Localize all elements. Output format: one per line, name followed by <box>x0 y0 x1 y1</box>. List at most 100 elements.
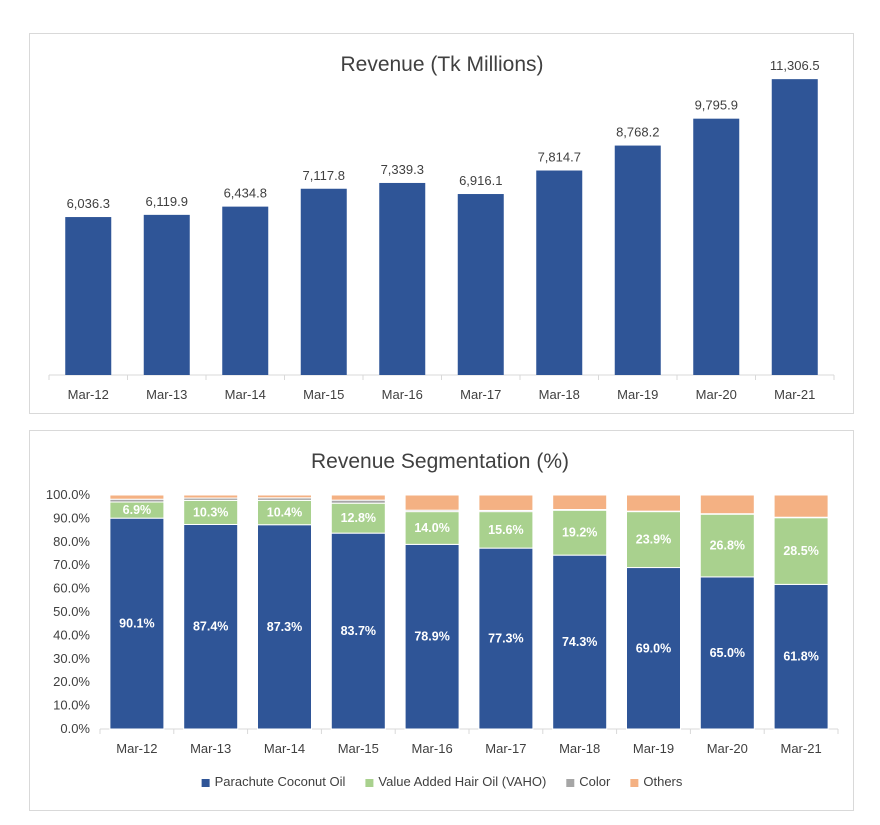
revenue-data-label: 11,306.5 <box>770 58 820 73</box>
revenue-bar <box>457 194 504 375</box>
pco-segment <box>699 576 755 730</box>
segmentation-chart: Revenue Segmentation (%) 0.0% 10.0% 20.0% 3… <box>46 450 839 789</box>
revenue-data-label: 6,119.9 <box>146 194 188 209</box>
vaho-segment <box>478 511 534 549</box>
pco-segment <box>183 523 239 730</box>
others-segment <box>478 494 534 511</box>
revenue-data-label: 6,434.8 <box>224 186 267 201</box>
vaho-data-label: 10.3% <box>193 505 228 519</box>
x-tick-label: Mar-14 <box>225 387 266 402</box>
x-tick-label: Mar-16 <box>412 741 453 756</box>
pco-data-label: 87.3% <box>267 620 302 634</box>
pco-data-label: 77.3% <box>488 632 523 646</box>
x-tick-label: Mar-13 <box>146 387 187 402</box>
x-tick-label: Mar-19 <box>617 387 658 402</box>
revenue-data-label: 8,768.2 <box>616 125 659 140</box>
revenue-bar <box>614 145 661 375</box>
x-tick-label: Mar-15 <box>338 741 379 756</box>
pco-segment <box>330 532 386 730</box>
others-segment <box>183 494 239 499</box>
vaho-segment <box>183 499 239 525</box>
pco-data-label: 65.0% <box>710 646 745 660</box>
vaho-data-label: 28.5% <box>783 544 818 558</box>
revenue-bar <box>693 118 740 375</box>
vaho-segment <box>257 499 312 526</box>
segmentation-chart-title: Revenue Segmentation (%) <box>311 450 569 473</box>
revenue-data-label: 7,814.7 <box>538 150 581 165</box>
segmentation-legend: Parachute Coconut Oil Value Added Hair Oi… <box>201 774 683 789</box>
x-tick-label: Mar-17 <box>485 741 526 756</box>
x-tick-label: Mar-21 <box>781 741 822 756</box>
vaho-data-label: 6.9% <box>123 503 152 517</box>
pco-segment <box>257 524 312 730</box>
x-tick-label: Mar-16 <box>382 387 423 402</box>
y-tick-label: 90.0% <box>53 510 90 525</box>
vaho-segment <box>330 502 386 534</box>
others-segment <box>330 494 386 501</box>
legend-label-others: Others <box>643 774 683 789</box>
x-tick-label: Mar-12 <box>68 387 109 402</box>
revenue-chart-panel: Revenue (Tk Millions) 6,036.3 Mar-12 6,119… <box>29 33 854 414</box>
vaho-data-label: 23.9% <box>636 533 671 547</box>
segmentation-chart-panel: Revenue Segmentation (%) 0.0% 10.0% 20.0% 3… <box>29 430 854 811</box>
legend-label-color: Color <box>579 774 611 789</box>
pco-data-label: 69.0% <box>636 641 671 655</box>
revenue-bar <box>65 217 112 375</box>
legend-label-pco: Parachute Coconut Oil <box>215 774 346 789</box>
revenue-data-label: 9,795.9 <box>695 98 738 113</box>
x-tick-label: Mar-18 <box>539 387 580 402</box>
revenue-chart-title: Revenue (Tk Millions) <box>340 53 543 76</box>
x-tick-label: Mar-13 <box>190 741 231 756</box>
others-segment <box>552 494 608 511</box>
vaho-data-label: 14.0% <box>414 521 449 535</box>
pco-segment <box>552 554 608 730</box>
revenue-bar <box>771 79 818 376</box>
revenue-bar <box>536 170 583 375</box>
pco-data-label: 90.1% <box>119 617 154 631</box>
x-tick-label: Mar-18 <box>559 741 600 756</box>
pco-data-label: 74.3% <box>562 635 597 649</box>
vaho-segment <box>552 509 608 556</box>
revenue-bar <box>300 188 347 375</box>
legend-swatch-color <box>566 779 575 787</box>
x-tick-label: Mar-19 <box>633 741 674 756</box>
y-tick-label: 60.0% <box>53 581 90 596</box>
x-tick-label: Mar-12 <box>116 741 157 756</box>
vaho-data-label: 26.8% <box>710 539 745 553</box>
y-tick-label: 100.0% <box>46 487 91 502</box>
x-tick-label: Mar-20 <box>707 741 748 756</box>
revenue-bar <box>222 206 269 375</box>
y-tick-label: 50.0% <box>53 604 90 619</box>
y-tick-label: 70.0% <box>53 557 90 572</box>
segmentation-bars-group: 0.0% 10.0% 20.0% 30.0% 40.0% 50.0% 60.0% 70.0% 8… <box>46 487 839 756</box>
pco-data-label: 78.9% <box>414 630 449 644</box>
revenue-bar <box>379 182 426 375</box>
others-segment <box>699 494 755 515</box>
vaho-data-label: 15.6% <box>488 523 523 537</box>
pco-segment <box>478 547 534 730</box>
legend-label-vaho: Value Added Hair Oil (VAHO) <box>378 774 546 789</box>
legend-swatch-vaho <box>365 779 374 787</box>
x-tick-label: Mar-17 <box>460 387 501 402</box>
pco-data-label: 87.4% <box>193 620 228 634</box>
revenue-chart: Revenue (Tk Millions) 6,036.3 Mar-12 6,119… <box>48 53 835 402</box>
x-tick-label: Mar-15 <box>303 387 344 402</box>
legend-swatch-pco <box>201 779 210 787</box>
pco-data-label: 83.7% <box>341 624 376 638</box>
revenue-data-label: 7,339.3 <box>381 162 424 177</box>
revenue-data-label: 7,117.8 <box>303 168 345 183</box>
others-segment <box>404 494 460 511</box>
y-tick-label: 80.0% <box>53 534 90 549</box>
legend-swatch-others <box>630 779 639 787</box>
pco-segment <box>626 567 681 730</box>
others-segment <box>626 494 681 512</box>
y-tick-label: 20.0% <box>53 674 90 689</box>
revenue-bar <box>143 214 190 375</box>
others-segment <box>257 494 312 499</box>
revenue-bars-group: 6,036.3 Mar-12 6,119.9 Mar-13 6,434.8 Mar-14 7… <box>48 58 835 402</box>
vaho-data-label: 19.2% <box>562 526 597 540</box>
pco-segment <box>109 517 165 730</box>
y-tick-label: 30.0% <box>53 651 90 666</box>
others-segment <box>773 494 829 518</box>
pco-segment <box>404 543 460 730</box>
